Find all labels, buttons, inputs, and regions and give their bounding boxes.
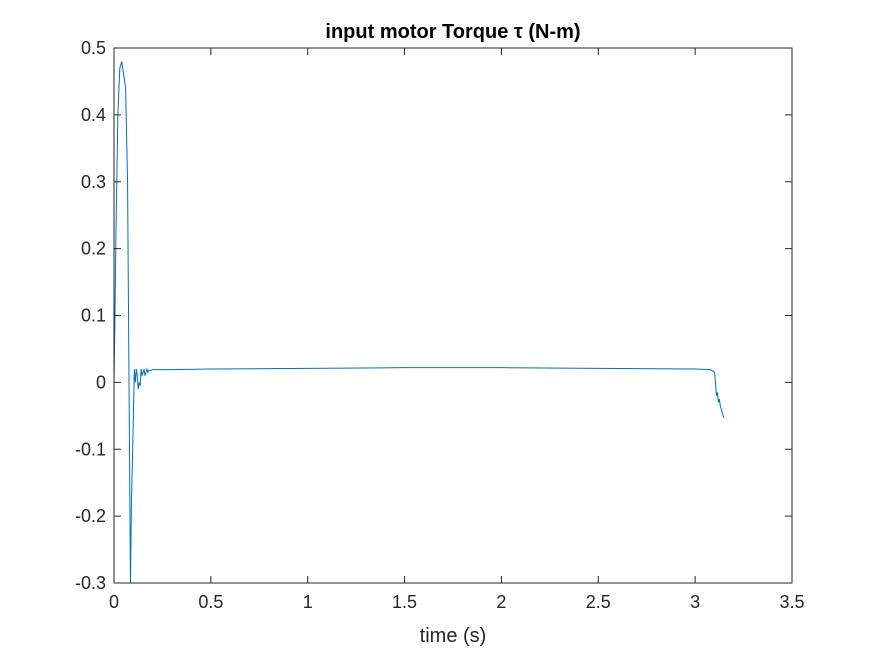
y-tick-label: 0.1 bbox=[81, 306, 106, 326]
x-tick-label: 1.5 bbox=[392, 592, 417, 612]
x-tick-label: 3 bbox=[690, 592, 700, 612]
series-line-0 bbox=[114, 61, 725, 583]
y-tick-label: 0.2 bbox=[81, 239, 106, 259]
x-tick-label: 0 bbox=[109, 592, 119, 612]
series-layer bbox=[114, 61, 725, 583]
y-tick-label: -0.1 bbox=[75, 439, 106, 459]
y-tick-label: 0 bbox=[96, 372, 106, 392]
chart-title: input motor Torque τ (N-m) bbox=[325, 21, 580, 43]
x-tick-label: 0.5 bbox=[198, 592, 223, 612]
y-tick-label: 0.3 bbox=[81, 172, 106, 192]
y-tick-label: -0.3 bbox=[75, 573, 106, 593]
x-tick-label: 1 bbox=[303, 592, 313, 612]
y-tick-label: -0.2 bbox=[75, 506, 106, 526]
plot-background bbox=[114, 48, 792, 583]
y-tick-label: 0.5 bbox=[81, 38, 106, 58]
x-axis-title: time (s) bbox=[420, 625, 487, 647]
x-tick-label: 3.5 bbox=[779, 592, 804, 612]
x-tick-label: 2 bbox=[496, 592, 506, 612]
ticks-layer: 0 0.5 1 1.5 2 2.5 3 3.5 -0.3 -0.2 -0.1 0 0.1 0.2 0.3 0.… bbox=[75, 38, 805, 612]
y-tick-label: 0.4 bbox=[81, 105, 106, 125]
x-tick-label: 2.5 bbox=[586, 592, 611, 612]
